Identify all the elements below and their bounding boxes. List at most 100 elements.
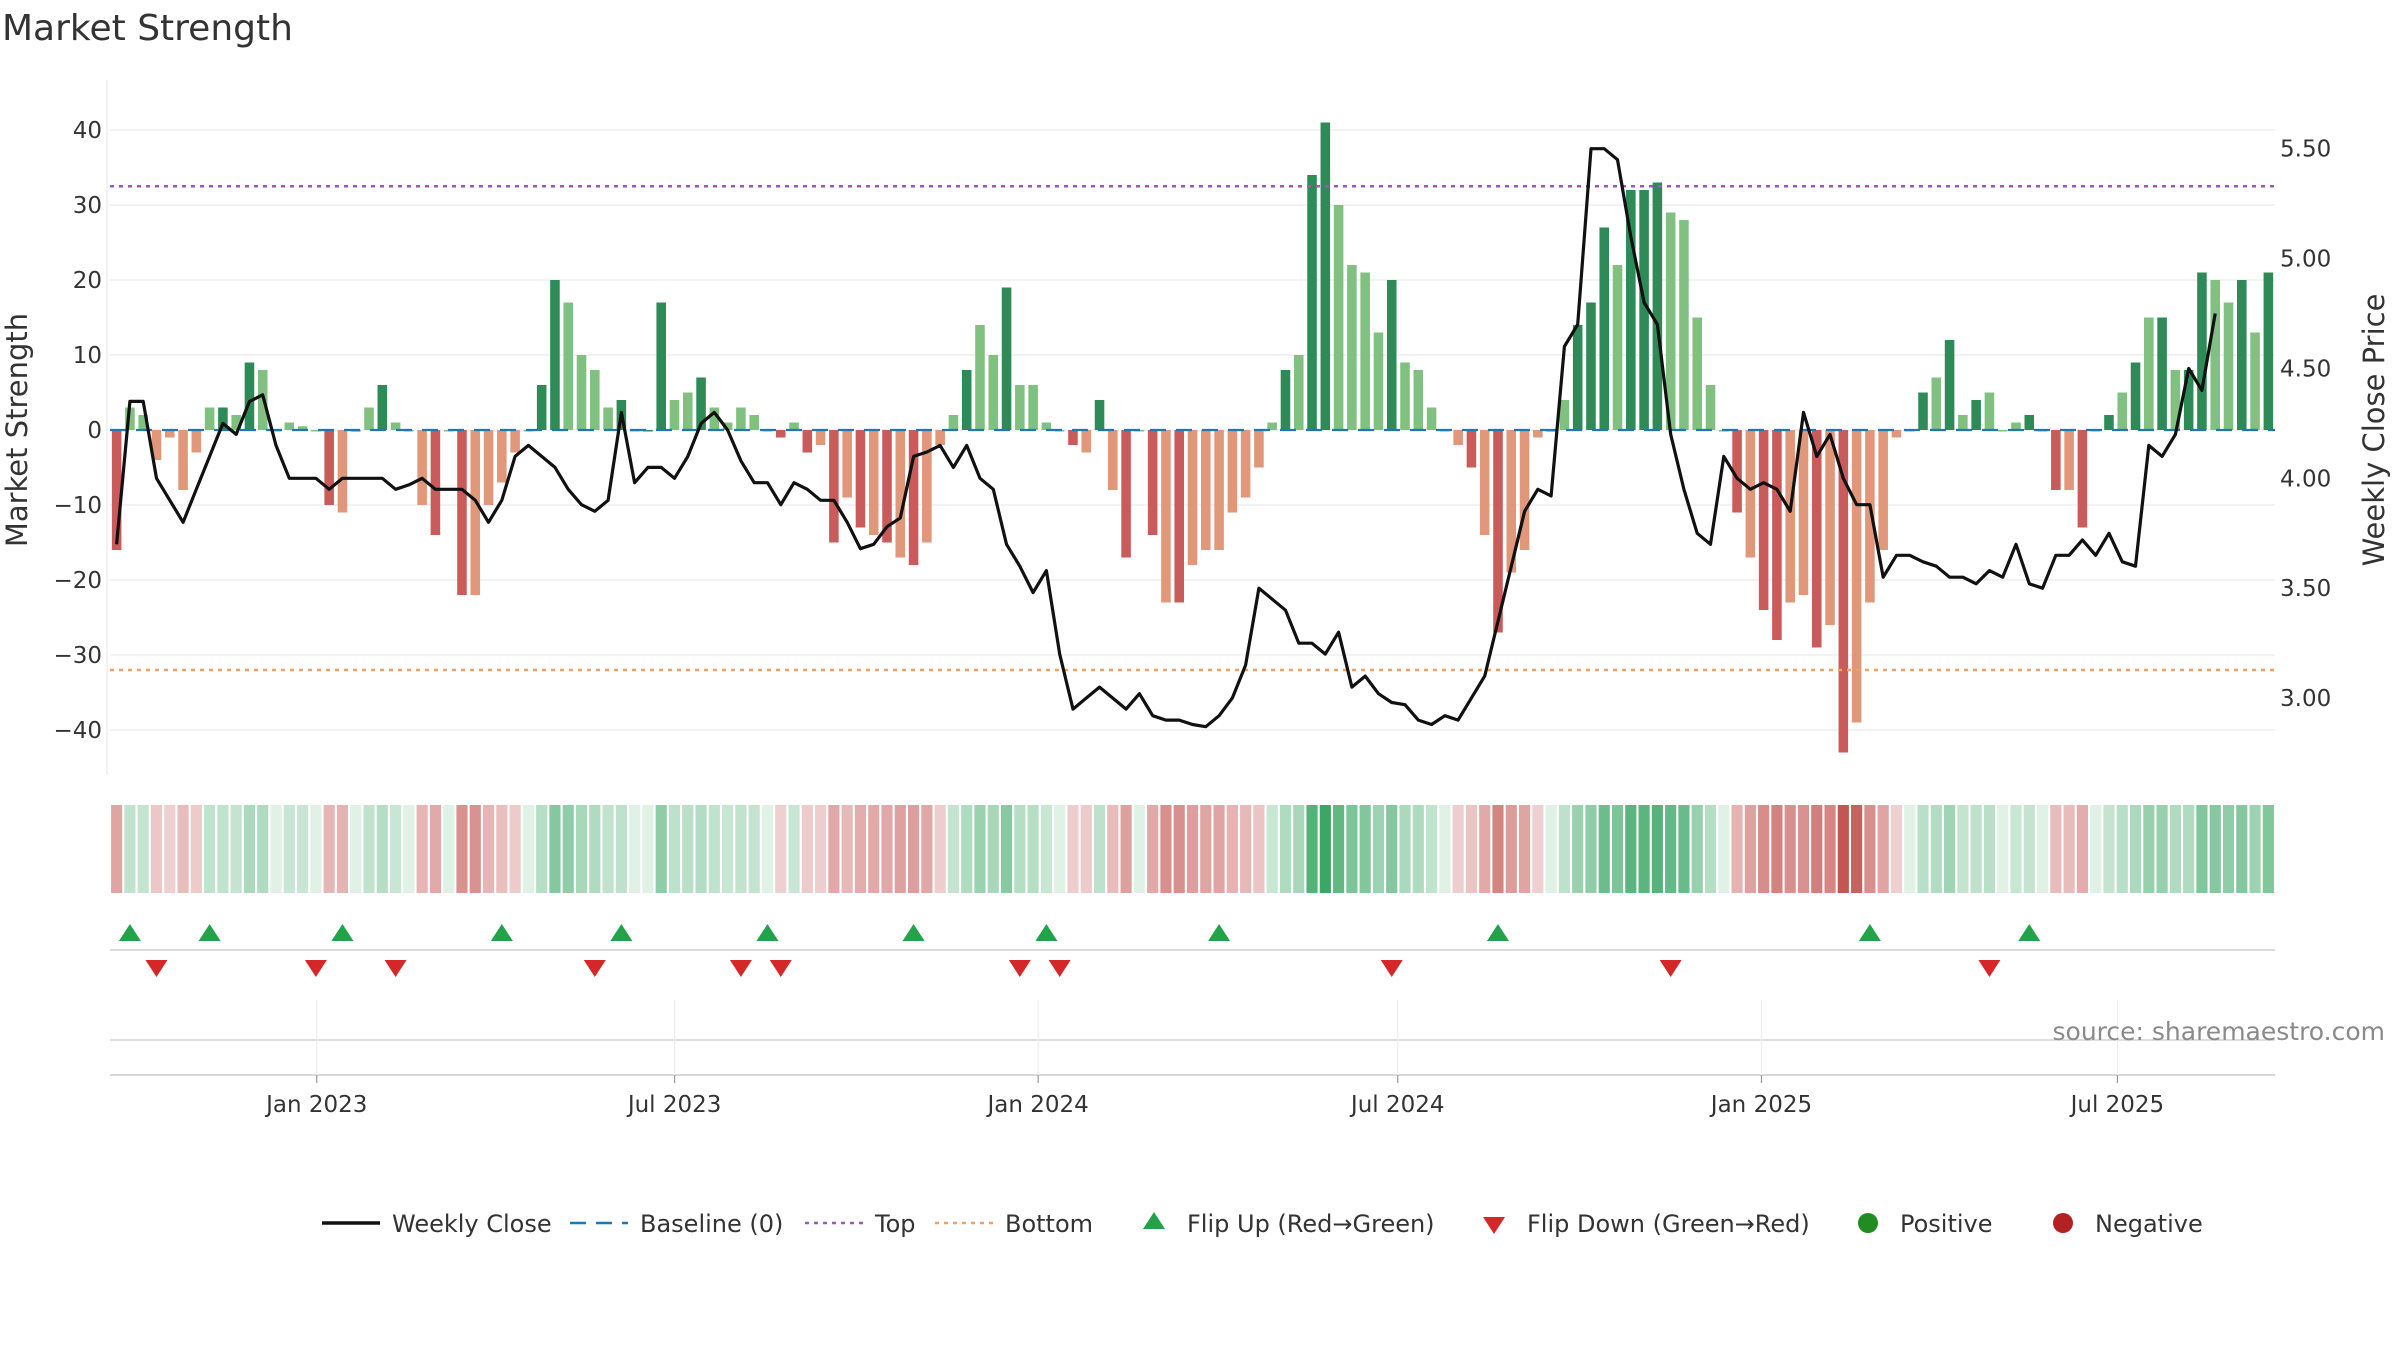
strength-bar bbox=[1161, 430, 1171, 603]
flip-markers bbox=[110, 924, 2275, 1041]
heat-cell bbox=[1386, 805, 1398, 893]
strength-bar bbox=[2024, 415, 2035, 430]
heat-cell bbox=[682, 805, 694, 893]
strength-bar bbox=[1931, 377, 1942, 430]
flip-up-marker bbox=[118, 924, 141, 941]
strength-bar bbox=[1001, 287, 1012, 430]
flip-up-marker bbox=[1858, 924, 1881, 941]
legend-item-positive: Positive bbox=[1858, 1210, 1993, 1238]
legend-item-line: Weekly Close bbox=[322, 1210, 552, 1238]
strength-bar bbox=[2064, 430, 2074, 490]
strength-bar bbox=[164, 430, 175, 438]
heat-cell bbox=[1957, 805, 1969, 893]
x-tick-label: Jul 2023 bbox=[626, 1092, 722, 1118]
strength-bar bbox=[178, 430, 188, 490]
strength-bar bbox=[2051, 430, 2061, 490]
strength-bar bbox=[922, 430, 932, 543]
strength-bar bbox=[1732, 430, 1742, 513]
heat-cell bbox=[1944, 805, 1956, 893]
y-axis-ticks: 40 30 20 10 0 −10 −20 −30 −40 bbox=[53, 118, 102, 744]
heat-cell bbox=[1558, 805, 1570, 893]
heat-cell bbox=[602, 805, 614, 893]
strength-bar bbox=[1174, 430, 1184, 603]
strength-bar bbox=[457, 430, 467, 595]
strength-bar bbox=[576, 355, 587, 430]
flip-down-marker bbox=[145, 960, 168, 977]
x-tick-label: Jul 2024 bbox=[1349, 1092, 1445, 1118]
heat-cell bbox=[708, 805, 720, 893]
heat-cell bbox=[2169, 805, 2181, 893]
strength-bar bbox=[2077, 430, 2088, 528]
strength-bar bbox=[483, 430, 494, 505]
legend-item-flip-up: Flip Up (Red→Green) bbox=[1143, 1210, 1435, 1238]
flip-down-marker bbox=[304, 960, 327, 977]
strength-bar bbox=[669, 400, 680, 430]
heat-cell bbox=[722, 805, 734, 893]
strength-bar bbox=[1559, 400, 1570, 430]
legend-label: Baseline (0) bbox=[640, 1210, 783, 1238]
heat-cell bbox=[2010, 805, 2022, 893]
heat-cell bbox=[575, 805, 588, 893]
heat-cell bbox=[257, 805, 269, 893]
heat-cell bbox=[1253, 805, 1265, 893]
flip-up-marker bbox=[1486, 924, 1509, 941]
legend-label: Flip Up (Red→Green) bbox=[1187, 1210, 1435, 1238]
heat-cell bbox=[1970, 805, 1982, 893]
strength-bar bbox=[244, 362, 255, 430]
strength-bar bbox=[311, 430, 321, 432]
heat-cell bbox=[974, 805, 986, 893]
heat-cell bbox=[1784, 805, 1796, 893]
heat-cell bbox=[2023, 805, 2035, 893]
strength-bar bbox=[1612, 265, 1623, 430]
heat-cell bbox=[987, 805, 999, 893]
flip-down-marker bbox=[769, 960, 792, 977]
heat-cell bbox=[1917, 805, 1929, 893]
heat-cell bbox=[204, 805, 216, 893]
strength-bar bbox=[1519, 430, 1530, 550]
strength-bar bbox=[1944, 340, 1955, 430]
y-tick-label: 0 bbox=[87, 418, 102, 444]
strength-bar bbox=[138, 415, 148, 430]
strength-bar bbox=[1692, 317, 1703, 430]
strength-heat-strip bbox=[111, 805, 2274, 893]
y2-tick-label: 5.00 bbox=[2280, 247, 2331, 273]
heat-cell bbox=[828, 805, 840, 893]
heat-cell bbox=[695, 805, 707, 893]
strength-bar bbox=[1891, 430, 1902, 438]
heat-cell bbox=[1439, 805, 1451, 893]
heat-cell bbox=[1040, 805, 1052, 893]
heat-cell bbox=[1293, 805, 1305, 893]
y-tick-label: −30 bbox=[53, 643, 102, 669]
heat-cell bbox=[642, 805, 654, 893]
heat-cell bbox=[1797, 805, 1810, 893]
heat-cell bbox=[549, 805, 561, 893]
legend-label: Flip Down (Green→Red) bbox=[1527, 1210, 1810, 1238]
legend-label: Negative bbox=[2095, 1210, 2203, 1238]
legend-item-bottom: Bottom bbox=[935, 1210, 1093, 1238]
strength-bar bbox=[1386, 280, 1397, 430]
reference-lines bbox=[110, 185, 2275, 672]
strength-bar bbox=[1825, 430, 1835, 625]
strength-bar bbox=[1506, 430, 1517, 573]
strength-bar bbox=[1865, 430, 1875, 603]
heat-cell bbox=[1147, 805, 1159, 893]
heat-cell bbox=[961, 805, 973, 893]
heat-cell bbox=[2143, 805, 2155, 893]
strength-bar bbox=[1466, 430, 1477, 468]
heat-cell bbox=[1000, 805, 1013, 893]
heat-cell bbox=[336, 805, 349, 893]
strength-bar bbox=[1679, 220, 1689, 430]
heat-cell bbox=[2222, 805, 2235, 893]
heat-cell bbox=[1412, 805, 1424, 893]
legend-item-flip-down: Flip Down (Green→Red) bbox=[1483, 1210, 1810, 1238]
y2-tick-label: 5.50 bbox=[2280, 137, 2331, 163]
strength-bar bbox=[789, 422, 799, 430]
x-tick-label: Jan 2024 bbox=[985, 1092, 1088, 1118]
heat-cell bbox=[363, 805, 375, 893]
legend-item-baseline: Baseline (0) bbox=[570, 1210, 783, 1238]
strength-bar bbox=[1572, 325, 1583, 430]
heat-cell bbox=[270, 805, 282, 893]
strength-bar bbox=[2250, 332, 2260, 430]
heat-cell bbox=[1930, 805, 1942, 893]
